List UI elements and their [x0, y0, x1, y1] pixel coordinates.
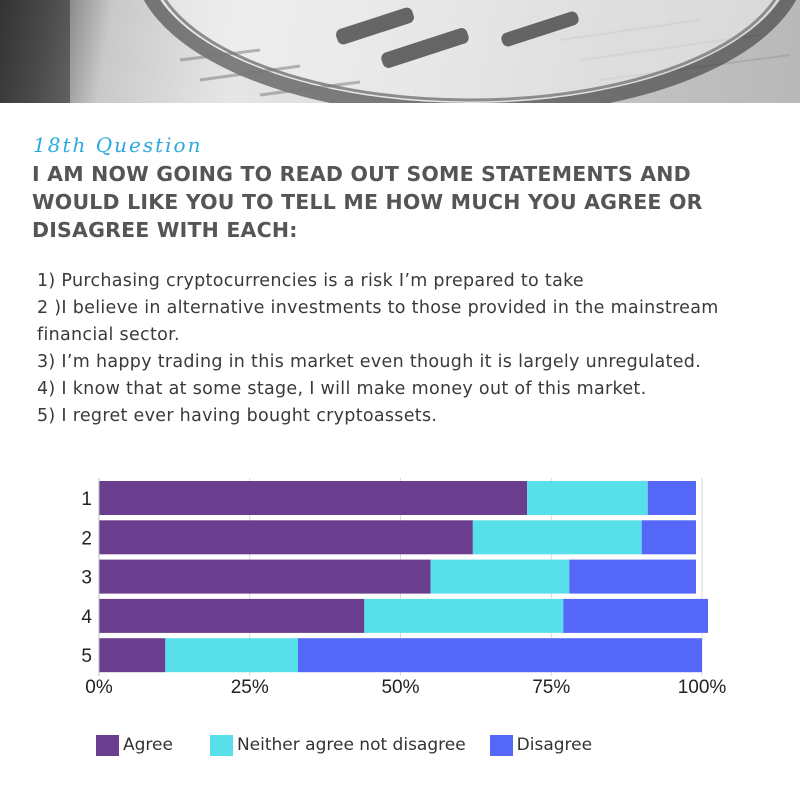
legend-item-agree: Agree [96, 734, 173, 756]
bar-5-neither [165, 638, 298, 673]
bar-1-disagree [647, 481, 696, 515]
legend-swatch-agree [96, 734, 119, 756]
category-label-2: 2 [81, 528, 92, 549]
statement-4: 4) I know that at some stage, I will mak… [37, 379, 647, 399]
statement-list: 1) Purchasing cryptocurrencies is a risk… [37, 268, 757, 430]
category-label-4: 4 [81, 607, 92, 628]
bar-4-neither [364, 598, 564, 633]
category-label-3: 3 [81, 568, 92, 589]
bar-2-agree [99, 520, 473, 555]
bar-1-neither [527, 481, 648, 515]
statement-2: 2 )I believe in alternative investments … [37, 298, 719, 345]
question-title: I AM NOW GOING TO READ OUT SOME STATEMEN… [32, 162, 703, 242]
statement-3: 3) I’m happy trading in this market even… [37, 352, 702, 372]
bar-3-agree [99, 559, 431, 594]
x-tick-label-3: 75% [532, 677, 570, 698]
bar-2-neither [472, 520, 642, 555]
bar-3-disagree [569, 559, 696, 594]
bar-4-disagree [563, 598, 709, 633]
bar-5-disagree [297, 638, 702, 673]
bar-1-agree [99, 481, 528, 515]
bar-4-agree [99, 598, 365, 633]
bar-3-neither [430, 559, 570, 594]
legend-label-agree: Agree [123, 735, 173, 755]
x-tick-label-1: 25% [231, 677, 269, 698]
legend-label-neither: Neither agree not disagree [236, 735, 466, 755]
legend-item-disagree: Disagree [489, 734, 593, 756]
legend-label-disagree: Disagree [516, 735, 593, 755]
bar-2-disagree [641, 520, 696, 555]
legend-swatch-neither [209, 734, 233, 756]
statement-1: 1) Purchasing cryptocurrencies is a risk… [37, 271, 584, 291]
question-number: 18th Question [33, 133, 203, 157]
x-tick-label-0: 0% [85, 677, 113, 698]
category-label-5: 5 [81, 646, 92, 667]
legend-item-neither: Neither agree not disagree [209, 734, 466, 756]
statement-5: 5) I regret ever having bought cryptoass… [37, 406, 438, 426]
header-photo [0, 0, 800, 103]
x-tick-label-4: 100% [678, 677, 727, 698]
bar-5-agree [99, 638, 166, 673]
legend-swatch-disagree [489, 734, 513, 756]
chart-legend: Agree Neither agree not disagree Disagre… [96, 733, 592, 757]
x-tick-label-2: 50% [381, 677, 419, 698]
category-label-1: 1 [81, 489, 92, 510]
